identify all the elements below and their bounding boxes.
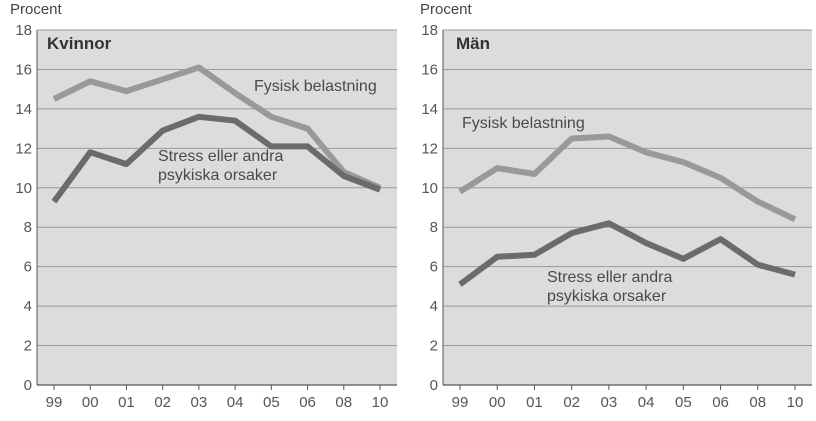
- data-point: [124, 89, 129, 94]
- y-axis-label: Procent: [10, 1, 63, 18]
- data-point: [196, 65, 201, 70]
- data-point: [569, 231, 574, 236]
- data-point: [378, 187, 383, 192]
- y-tick-label: 2: [24, 338, 32, 355]
- y-tick-label: 14: [421, 101, 438, 118]
- y-tick-label: 16: [15, 61, 32, 78]
- x-tick-label: 05: [675, 394, 692, 411]
- y-tick-label: 18: [15, 22, 32, 39]
- x-tick-label: 02: [154, 394, 171, 411]
- data-point: [458, 189, 463, 194]
- data-point: [681, 160, 686, 165]
- panel-title: Kvinnor: [47, 34, 112, 53]
- data-point: [160, 77, 165, 82]
- data-point: [606, 134, 611, 139]
- data-point: [233, 91, 238, 96]
- y-tick-label: 8: [24, 219, 32, 236]
- data-point: [681, 256, 686, 261]
- data-point: [124, 162, 129, 167]
- series-line-1: [458, 133, 797, 223]
- y-tick-label: 12: [421, 140, 438, 157]
- series-label: Fysisk belastning: [462, 115, 585, 132]
- x-tick-label: 08: [335, 394, 352, 411]
- data-point: [755, 199, 760, 204]
- data-point: [88, 150, 93, 155]
- data-point: [196, 114, 201, 119]
- y-tick-label: 4: [24, 298, 32, 315]
- series-line-1: [52, 64, 382, 191]
- y-tick-label: 0: [24, 377, 32, 394]
- y-tick-label: 4: [430, 298, 438, 315]
- y-tick-label: 6: [430, 259, 438, 276]
- y-tick-label: 16: [421, 61, 438, 78]
- x-tick-label: 03: [191, 394, 208, 411]
- series-label: Fysisk belastning: [254, 78, 377, 95]
- data-point: [52, 97, 57, 102]
- x-tick-label: 08: [749, 394, 766, 411]
- data-point: [793, 272, 798, 277]
- y-tick-label: 10: [421, 180, 438, 197]
- data-point: [305, 144, 310, 149]
- plot-background: [443, 30, 812, 385]
- data-point: [305, 126, 310, 131]
- panel-title: Män: [456, 34, 490, 53]
- data-point: [495, 166, 500, 171]
- x-tick-label: 01: [118, 394, 135, 411]
- x-tick-label: 10: [787, 394, 804, 411]
- x-tick-label: 99: [46, 394, 63, 411]
- y-tick-label: 0: [430, 377, 438, 394]
- series-label: Stress eller andra psykiska orsaker: [158, 148, 283, 184]
- data-point: [644, 241, 649, 246]
- data-point: [644, 150, 649, 155]
- y-tick-label: 18: [421, 22, 438, 39]
- y-tick-label: 8: [430, 219, 438, 236]
- x-tick-label: 00: [489, 394, 506, 411]
- y-tick-label: 2: [430, 338, 438, 355]
- data-point: [458, 282, 463, 287]
- data-point: [52, 199, 57, 204]
- y-tick-label: 6: [24, 259, 32, 276]
- data-point: [495, 254, 500, 259]
- series-line-2: [51, 113, 382, 204]
- x-tick-label: 99: [452, 394, 469, 411]
- plot-background: [37, 30, 397, 385]
- data-point: [88, 79, 93, 84]
- series-label: Stress eller andra psykiska orsaker: [547, 269, 672, 305]
- x-tick-label: 10: [372, 394, 389, 411]
- data-point: [269, 114, 274, 119]
- data-point: [160, 128, 165, 133]
- data-point: [341, 173, 346, 178]
- x-tick-label: 04: [227, 394, 244, 411]
- data-point: [718, 175, 723, 180]
- y-tick-label: 14: [15, 101, 32, 118]
- data-point: [233, 118, 238, 123]
- series-line-2: [458, 220, 796, 287]
- data-point: [569, 136, 574, 141]
- y-tick-label: 12: [15, 140, 32, 157]
- data-point: [606, 221, 611, 226]
- data-point: [532, 252, 537, 257]
- data-point: [532, 171, 537, 176]
- y-axis-label: Procent: [420, 1, 473, 18]
- x-tick-label: 06: [712, 394, 729, 411]
- x-tick-label: 05: [263, 394, 280, 411]
- data-point: [755, 262, 760, 267]
- x-tick-label: 02: [563, 394, 580, 411]
- data-point: [718, 237, 723, 242]
- x-tick-label: 06: [299, 394, 316, 411]
- x-tick-label: 00: [82, 394, 99, 411]
- x-tick-label: 03: [601, 394, 618, 411]
- data-point: [793, 217, 798, 222]
- x-tick-label: 01: [526, 394, 543, 411]
- y-tick-label: 10: [15, 180, 32, 197]
- x-tick-label: 04: [638, 394, 655, 411]
